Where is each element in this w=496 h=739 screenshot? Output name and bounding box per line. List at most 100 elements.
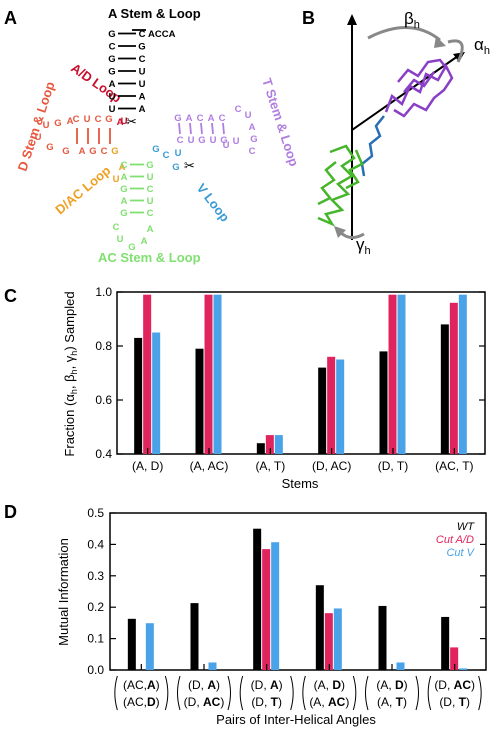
bar-d-1-2	[262, 549, 271, 670]
gamma-label: γh	[356, 235, 371, 257]
x-axis-label-d: Pairs of Inter-Helical Angles	[216, 712, 376, 727]
bracket-left	[365, 675, 369, 711]
a-stem-left-nt-2: G	[108, 54, 115, 65]
pair-line-2: (AC,D)	[123, 695, 160, 709]
pair-line-1: (A, D)	[314, 678, 345, 692]
pair-line-2: (A, T)	[377, 695, 407, 709]
a-stem-left-nt-3: G	[108, 67, 115, 78]
pair-line-1: (D, A)	[251, 678, 283, 692]
ac-left-nt-3: A	[121, 196, 128, 207]
bars-d	[127, 528, 468, 670]
t-loop-right-nt-0: A	[249, 122, 256, 133]
plot-frame-d	[109, 512, 487, 671]
t-bottom-nt-0: C	[177, 135, 184, 146]
t-top-nt-2: C	[197, 113, 204, 124]
dac-loop-label: D/AC Loop	[52, 163, 113, 218]
pair-line-1: (AC,A)	[123, 678, 160, 692]
bar-d-0-4	[378, 605, 387, 670]
y-tick-label-c: 0.4	[95, 447, 112, 461]
bar-d-0-2	[253, 528, 262, 670]
base-pair-bonds	[76, 29, 225, 214]
y-ticks-c: 0.4 0.6 0.8 1.0	[95, 285, 485, 461]
x-axis-label-c: Stems	[282, 476, 319, 491]
ac-loop-nt-0: C	[113, 222, 120, 233]
t-stem-bond-1	[189, 122, 192, 135]
x-tick-label-c: (A, D)	[132, 459, 163, 473]
pair-line-2: (D, T)	[439, 695, 470, 709]
bottom-helix	[317, 144, 364, 227]
panel-label-d: D	[4, 502, 17, 522]
bracket-right	[290, 675, 294, 711]
ad-loop-label: A/D Loop	[68, 60, 124, 105]
fraction-sampled-chart: C 0.4 0.6 0.8 1.0 (A, D) (A, AC) (A, T) (D, AC…	[4, 285, 486, 491]
bar-c-0-4	[379, 351, 388, 454]
legend-entry-d: WT	[457, 521, 475, 533]
ac-right-nt-2: C	[147, 184, 154, 195]
ad-junction-nt: U	[121, 116, 128, 127]
bar-c-1-2	[265, 435, 274, 454]
pair-line-2: (A, AC)	[309, 695, 349, 709]
a-stem-left-nt-5: U	[109, 92, 116, 103]
a-stem-left-nt-1: C	[109, 42, 116, 53]
t-stem-bond-4	[222, 122, 225, 135]
x-tick-label-d: (D, A) (D, AC)	[177, 675, 231, 711]
bar-c-0-3	[318, 367, 327, 454]
bar-d-2-1	[208, 662, 217, 670]
a-stem-left-nt-4: A	[109, 79, 116, 90]
x-tick-label-d: (A, D) (A, AC)	[302, 675, 357, 711]
d-loop-nt-3: U	[35, 132, 42, 143]
bar-d-2-5	[459, 668, 468, 670]
bracket-right	[352, 675, 357, 711]
t-loop-bottom-nt-1: U	[223, 140, 230, 151]
beta-arc	[367, 26, 441, 42]
y-tick-label-d: 0.0	[87, 663, 104, 677]
mutual-information-chart: D 0.00.10.20.30.40.5 (AC,A)(AC,D)(D, A)(…	[4, 502, 487, 727]
y-tick-label-d: 0.5	[87, 506, 104, 520]
bar-c-0-2	[256, 443, 265, 454]
t-loop-bottom-nt-0: U	[233, 136, 240, 147]
bracket-right	[227, 675, 231, 711]
bar-c-2-1	[213, 294, 222, 454]
bracket-left	[239, 675, 244, 711]
a-stem-right-nt-0: C	[139, 29, 146, 40]
d-bottom-nt-0: A	[79, 146, 86, 157]
ac-left-nt-0: C	[121, 160, 128, 171]
scissors-icon-v: ✂	[184, 158, 195, 173]
y-tick-label-c: 1.0	[95, 285, 112, 299]
x-tick-label-d: (AC,A) (AC,D)	[114, 675, 169, 711]
v-loop-label: V Loop	[194, 181, 233, 225]
t-bottom-nt-4: G	[220, 135, 227, 146]
d-top-nt-1: U	[84, 114, 91, 125]
x-tick-label-c: (AC, T)	[435, 459, 473, 473]
x-tick-label-c: (D, AC)	[312, 459, 351, 473]
bracket-left	[302, 675, 306, 711]
pair-line-1: (D, A)	[188, 678, 220, 692]
a-stem-right-nt-5: A	[139, 92, 146, 103]
pair-line-2: (D, T)	[251, 695, 282, 709]
t-loop-right-nt-1: G	[250, 134, 257, 145]
t-top-nt-0: G	[174, 113, 181, 124]
legend-entry-d: Cut V	[446, 547, 475, 559]
ac-stem-label: AC Stem & Loop	[98, 250, 201, 265]
bar-c-1-0	[143, 294, 152, 454]
y-ticks-d: 0.0 0.1 0.2 0.3 0.4 0.5	[87, 506, 486, 677]
x-tick-label-d: (D, A) (D, T)	[239, 675, 294, 711]
v-loop-nt-2: G	[172, 162, 179, 173]
ac-left-nt-1: A	[121, 172, 128, 183]
y-tick-label-d: 0.4	[87, 537, 104, 551]
t-bottom-nt-1: U	[188, 135, 195, 146]
x-tick-label-c: (A, T)	[255, 459, 285, 473]
inter-helical-angle-diagram: B βh αh γh	[302, 8, 490, 257]
y-tick-label-d: 0.2	[87, 600, 104, 614]
t-stem-bond-2	[200, 122, 203, 135]
t-top-nt-3: A	[208, 113, 215, 124]
bar-c-2-2	[274, 435, 283, 454]
t-loop-right-nt-2: C	[249, 146, 256, 157]
a-stem-right-nt-6: A	[139, 104, 146, 115]
ac-junction-nt-0: A	[119, 162, 126, 173]
a-stem-right-nt-1: G	[138, 42, 145, 53]
bar-d-2-0	[145, 623, 154, 670]
a-stem-right-nt-3: U	[139, 67, 146, 78]
bar-c-0-5	[440, 324, 449, 454]
